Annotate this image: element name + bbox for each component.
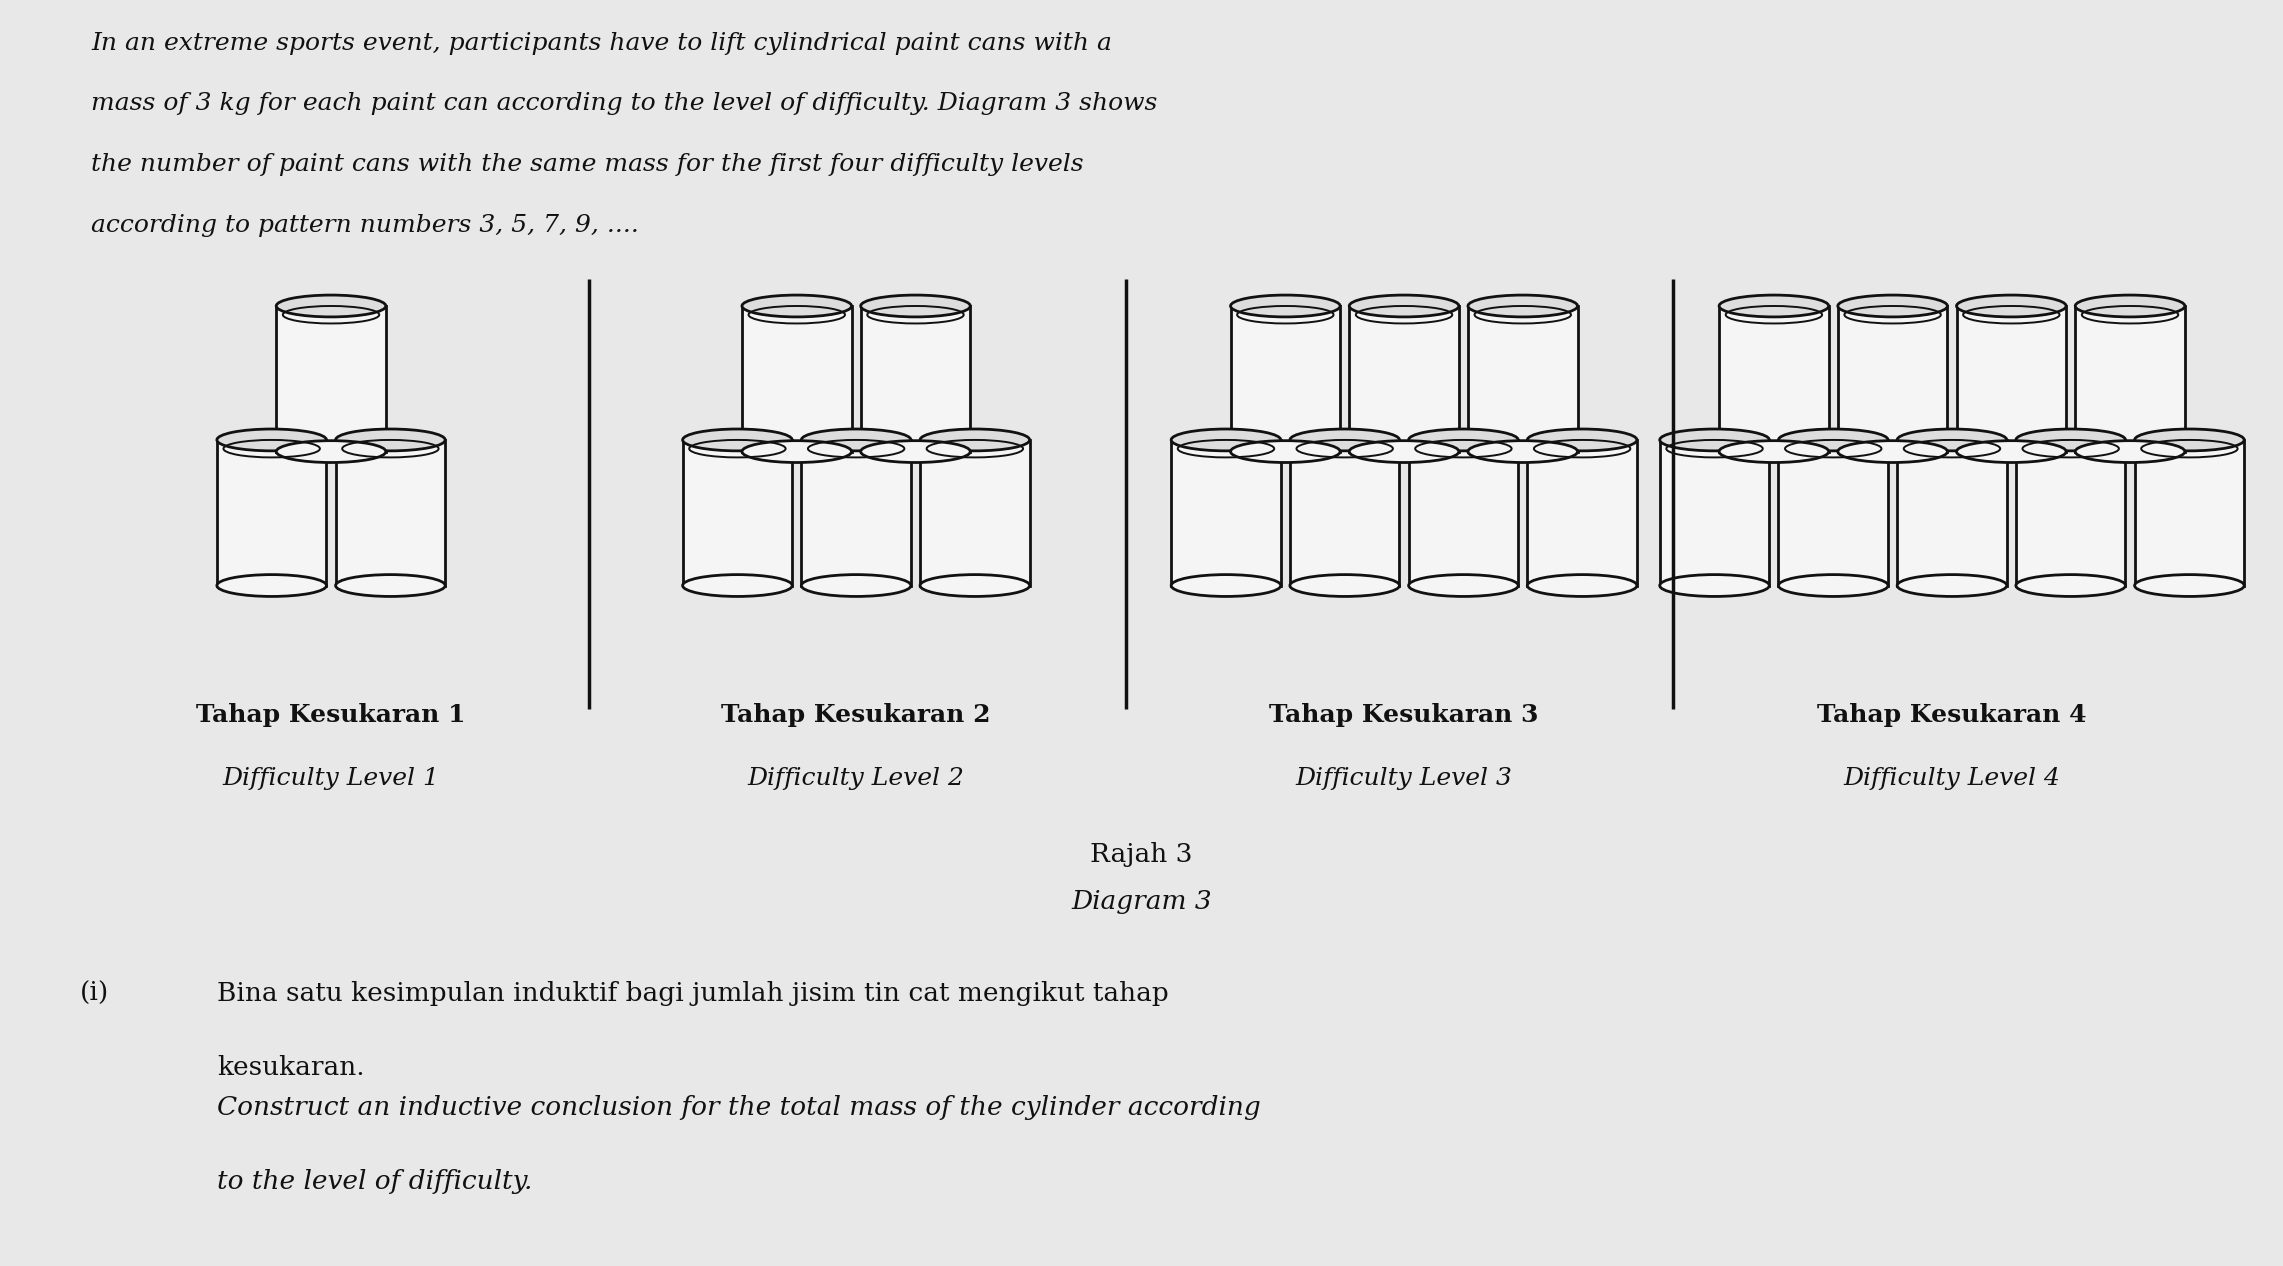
Ellipse shape [1527, 575, 1637, 596]
Text: Difficulty Level 1: Difficulty Level 1 [224, 767, 438, 790]
Ellipse shape [1468, 441, 1578, 462]
Bar [861, 306, 970, 452]
Bar [1778, 439, 1888, 585]
Ellipse shape [336, 575, 445, 596]
Text: (i): (i) [80, 981, 110, 1006]
Ellipse shape [1660, 429, 1769, 451]
Ellipse shape [1719, 441, 1829, 462]
Ellipse shape [1660, 575, 1769, 596]
Ellipse shape [2135, 429, 2244, 451]
Text: kesukaran.: kesukaran. [217, 1055, 365, 1080]
Bar [1719, 306, 1829, 452]
Bar [1171, 439, 1281, 585]
Bar [683, 439, 792, 585]
Ellipse shape [1290, 429, 1399, 451]
Ellipse shape [801, 575, 911, 596]
Text: Tahap Kesukaran 3: Tahap Kesukaran 3 [1269, 704, 1539, 727]
Bar [1290, 439, 1399, 585]
Ellipse shape [1409, 575, 1518, 596]
Ellipse shape [861, 295, 970, 316]
Bar [2016, 439, 2125, 585]
Text: Diagram 3: Diagram 3 [1071, 889, 1212, 914]
Text: In an extreme sports event, participants have to lift cylindrical paint cans wit: In an extreme sports event, participants… [91, 32, 1112, 54]
Ellipse shape [920, 429, 1030, 451]
Bar [276, 306, 386, 452]
Bar [920, 439, 1030, 585]
Ellipse shape [1838, 441, 1947, 462]
Text: Bina satu kesimpulan induktif bagi jumlah jisim tin cat mengikut tahap: Bina satu kesimpulan induktif bagi jumla… [217, 981, 1169, 1006]
Ellipse shape [1231, 441, 1340, 462]
Ellipse shape [1409, 429, 1518, 451]
Text: to the level of difficulty.: to the level of difficulty. [217, 1169, 532, 1194]
Ellipse shape [1171, 429, 1281, 451]
Bar [217, 439, 326, 585]
Ellipse shape [1778, 429, 1888, 451]
Bar [336, 439, 445, 585]
Bar [2075, 306, 2185, 452]
Text: Tahap Kesukaran 2: Tahap Kesukaran 2 [721, 704, 991, 727]
Ellipse shape [1778, 575, 1888, 596]
Ellipse shape [1897, 429, 2007, 451]
Text: the number of paint cans with the same mass for the first four difficulty levels: the number of paint cans with the same m… [91, 153, 1084, 176]
Text: Tahap Kesukaran 1: Tahap Kesukaran 1 [196, 704, 466, 727]
Ellipse shape [1719, 295, 1829, 316]
Ellipse shape [217, 429, 326, 451]
Bar [1527, 439, 1637, 585]
Ellipse shape [742, 295, 852, 316]
Text: Difficulty Level 4: Difficulty Level 4 [1845, 767, 2059, 790]
Bar [1957, 306, 2066, 452]
Bar [1838, 306, 1947, 452]
Bar [1231, 306, 1340, 452]
Ellipse shape [1171, 575, 1281, 596]
Bar [1897, 439, 2007, 585]
Bar [1409, 439, 1518, 585]
Ellipse shape [742, 441, 852, 462]
Ellipse shape [276, 295, 386, 316]
Text: Tahap Kesukaran 4: Tahap Kesukaran 4 [1817, 704, 2087, 727]
Text: mass of 3 kg for each paint can according to the level of difficulty. Diagram 3 : mass of 3 kg for each paint can accordin… [91, 92, 1157, 115]
Ellipse shape [336, 429, 445, 451]
Ellipse shape [683, 429, 792, 451]
Ellipse shape [217, 575, 326, 596]
Text: Construct an inductive conclusion for the total mass of the cylinder according: Construct an inductive conclusion for th… [217, 1095, 1260, 1120]
Ellipse shape [1231, 295, 1340, 316]
Ellipse shape [2016, 429, 2125, 451]
Ellipse shape [1349, 441, 1459, 462]
Bar [1349, 306, 1459, 452]
Ellipse shape [683, 575, 792, 596]
Ellipse shape [1527, 429, 1637, 451]
Text: according to pattern numbers 3, 5, 7, 9, ....: according to pattern numbers 3, 5, 7, 9,… [91, 214, 639, 237]
Ellipse shape [276, 441, 386, 462]
Ellipse shape [1468, 295, 1578, 316]
Bar [742, 306, 852, 452]
Text: Rajah 3: Rajah 3 [1091, 842, 1192, 867]
Ellipse shape [2016, 575, 2125, 596]
Text: Difficulty Level 2: Difficulty Level 2 [749, 767, 963, 790]
Ellipse shape [1290, 575, 1399, 596]
Ellipse shape [2075, 441, 2185, 462]
Ellipse shape [2135, 575, 2244, 596]
Ellipse shape [1349, 295, 1459, 316]
Ellipse shape [2075, 295, 2185, 316]
Bar [1660, 439, 1769, 585]
Ellipse shape [1957, 441, 2066, 462]
Ellipse shape [801, 429, 911, 451]
Text: Difficulty Level 3: Difficulty Level 3 [1297, 767, 1511, 790]
Ellipse shape [1838, 295, 1947, 316]
Bar [1468, 306, 1578, 452]
Ellipse shape [1897, 575, 2007, 596]
Bar [2135, 439, 2244, 585]
Ellipse shape [861, 441, 970, 462]
Bar [801, 439, 911, 585]
Ellipse shape [920, 575, 1030, 596]
Ellipse shape [1957, 295, 2066, 316]
